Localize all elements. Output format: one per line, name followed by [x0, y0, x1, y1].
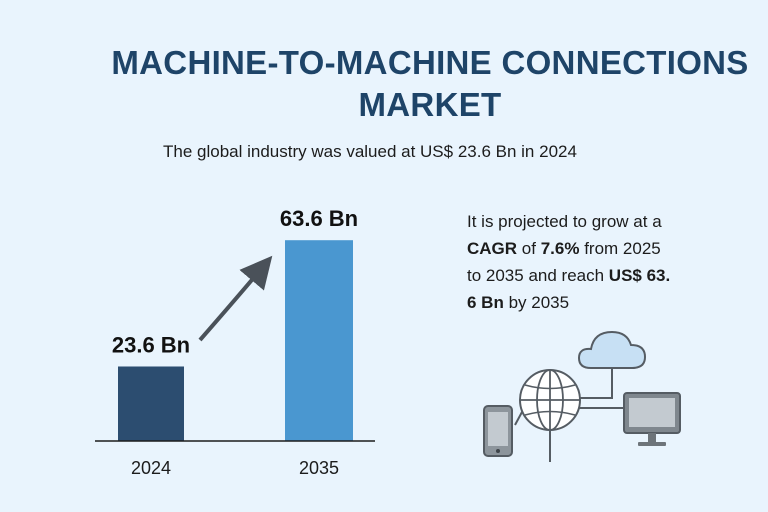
- cloud-to-globe-connector: [579, 369, 613, 399]
- projection-line-4-rest: by 2035: [508, 293, 570, 312]
- projected-value-part-1: US$ 63.: [608, 266, 671, 285]
- cloud-icon: [577, 330, 647, 369]
- monitor-icon: [623, 392, 681, 446]
- market-bar-chart: 23.6 Bn 2024 63.6 Bn 2035: [95, 206, 375, 478]
- smartphone-icon: [483, 405, 513, 457]
- projection-line-3: to 2035 and reach US$ 63.: [467, 262, 717, 289]
- bar-2035: [285, 240, 353, 441]
- projection-text: It is projected to grow at a CAGR of 7.6…: [467, 208, 717, 316]
- data-label-2024: 23.6 Bn: [112, 332, 190, 357]
- iot-illustration: [483, 330, 681, 462]
- cagr-label: CAGR: [467, 239, 518, 258]
- phone-to-globe-connector: [514, 411, 523, 426]
- projection-line-2-rest: from 2025: [584, 239, 661, 258]
- data-label-2035: 63.6 Bn: [280, 206, 358, 231]
- projection-line-4: 6 Bn by 2035: [467, 289, 717, 316]
- globe-icon: [519, 369, 581, 431]
- projection-line-2: CAGR of 7.6% from 2025: [467, 235, 717, 262]
- projection-line-3-start: to 2035 and reach: [467, 266, 605, 285]
- of-word: of: [521, 239, 536, 258]
- page-title: MACHINE-TO-MACHINE CONNECTIONS MARKET: [111, 44, 749, 123]
- projection-line-1: It is projected to grow at a: [467, 212, 662, 231]
- cagr-value: 7.6%: [540, 239, 580, 258]
- bar-2024: [118, 366, 184, 441]
- x-tick-label-2035: 2035: [299, 458, 339, 478]
- projected-value-part-2: 6 Bn: [467, 293, 504, 312]
- market-value-subtitle: The global industry was valued at US$ 23…: [163, 142, 577, 161]
- growth-arrow-icon: [198, 255, 273, 342]
- x-tick-label-2024: 2024: [131, 458, 171, 478]
